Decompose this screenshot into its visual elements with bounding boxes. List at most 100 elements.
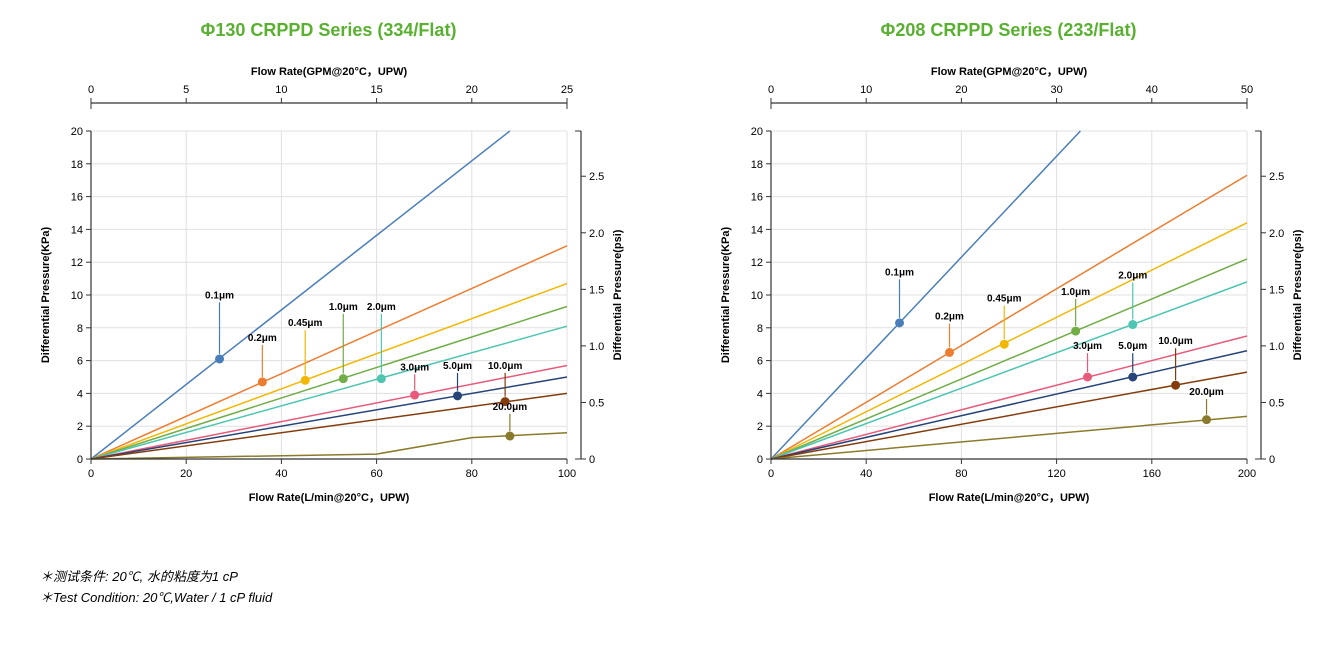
series-marker-2.0 — [376, 374, 385, 383]
chart-block: Φ208 CRPPD Series (233/Flat)0.1μm0.2μm0.… — [709, 20, 1309, 526]
svg-text:1.5: 1.5 — [589, 284, 604, 296]
svg-text:2.5: 2.5 — [1269, 171, 1284, 183]
svg-text:Flow Rate(L/min@20°C，UPW): Flow Rate(L/min@20°C，UPW) — [928, 492, 1089, 504]
svg-text:80: 80 — [955, 468, 967, 480]
series-label-10.0: 10.0μm — [487, 361, 522, 372]
svg-text:40: 40 — [1145, 84, 1157, 96]
svg-text:14: 14 — [750, 224, 762, 236]
svg-text:20: 20 — [180, 468, 192, 480]
svg-text:25: 25 — [560, 84, 572, 96]
svg-text:0: 0 — [87, 468, 93, 480]
svg-text:0.5: 0.5 — [589, 397, 604, 409]
svg-text:6: 6 — [76, 356, 82, 368]
series-label-5.0: 5.0μm — [1118, 341, 1147, 352]
svg-text:10: 10 — [750, 290, 762, 302]
svg-text:6: 6 — [756, 356, 762, 368]
series-label-1.0: 1.0μm — [1061, 287, 1090, 298]
series-label-2.0: 2.0μm — [366, 302, 395, 313]
svg-text:40: 40 — [275, 468, 287, 480]
svg-text:0: 0 — [1269, 454, 1275, 466]
series-label-0.2: 0.2μm — [247, 333, 276, 344]
series-marker-0.1 — [215, 354, 224, 363]
svg-text:0: 0 — [767, 84, 773, 96]
chart-svg: 0.1μm0.2μm0.45μm1.0μm2.0μm3.0μm5.0μm10.0… — [709, 61, 1309, 521]
svg-text:18: 18 — [750, 159, 762, 171]
svg-text:0: 0 — [589, 454, 595, 466]
series-label-0.45: 0.45μm — [986, 294, 1021, 305]
svg-text:16: 16 — [750, 192, 762, 204]
footnote-line: ＊Test Condition: 20℃,Water / 1 cP fluid — [40, 587, 1297, 606]
series-label-0.2: 0.2μm — [935, 312, 964, 323]
series-marker-3.0 — [410, 391, 419, 400]
series-marker-0.1 — [895, 318, 904, 327]
series-marker-1.0 — [1071, 327, 1080, 336]
svg-text:20: 20 — [955, 84, 967, 96]
svg-text:80: 80 — [465, 468, 477, 480]
series-label-0.45: 0.45μm — [287, 318, 322, 329]
svg-text:8: 8 — [756, 323, 762, 335]
svg-text:Flow Rate(L/min@20°C，UPW): Flow Rate(L/min@20°C，UPW) — [248, 492, 409, 504]
svg-text:10: 10 — [275, 84, 287, 96]
series-marker-2.0 — [1128, 320, 1137, 329]
svg-text:14: 14 — [70, 224, 82, 236]
svg-text:Differential Pressure(KPa): Differential Pressure(KPa) — [40, 227, 52, 364]
svg-text:1.5: 1.5 — [1269, 284, 1284, 296]
series-label-10.0: 10.0μm — [1158, 336, 1193, 347]
svg-text:20: 20 — [70, 126, 82, 138]
series-line-5.0 — [91, 377, 567, 459]
footnote-line: ＊测试条件: 20℃, 水的粘度为1 cP — [40, 566, 1297, 585]
footnotes: ＊测试条件: 20℃, 水的粘度为1 cP ＊Test Condition: 20… — [40, 566, 1297, 606]
svg-text:5: 5 — [183, 84, 189, 96]
svg-text:12: 12 — [750, 257, 762, 269]
svg-text:0: 0 — [767, 468, 773, 480]
svg-text:120: 120 — [1047, 468, 1065, 480]
chart-title: Φ208 CRPPD Series (233/Flat) — [709, 20, 1309, 41]
series-label-1.0: 1.0μm — [328, 302, 357, 313]
series-marker-20.0 — [505, 432, 514, 441]
svg-text:Differential Pressure(psi): Differential Pressure(psi) — [1292, 229, 1304, 360]
svg-text:40: 40 — [860, 468, 872, 480]
series-marker-0.45 — [300, 376, 309, 385]
series-marker-1.0 — [338, 374, 347, 383]
series-label-3.0: 3.0μm — [400, 362, 429, 373]
series-marker-5.0 — [1128, 373, 1137, 382]
svg-text:12: 12 — [70, 257, 82, 269]
series-label-3.0: 3.0μm — [1073, 341, 1102, 352]
svg-text:16: 16 — [70, 192, 82, 204]
series-marker-0.45 — [999, 340, 1008, 349]
svg-text:Flow Rate(GPM@20°C，UPW): Flow Rate(GPM@20°C，UPW) — [250, 66, 407, 78]
chart-block: Φ130 CRPPD Series (334/Flat)0.1μm0.2μm0.… — [29, 20, 629, 526]
svg-text:30: 30 — [1050, 84, 1062, 96]
chart-svg: 0.1μm0.2μm0.45μm1.0μm2.0μm3.0μm5.0μm10.0… — [29, 61, 629, 521]
series-marker-5.0 — [453, 391, 462, 400]
svg-text:Flow Rate(GPM@20°C，UPW): Flow Rate(GPM@20°C，UPW) — [930, 66, 1087, 78]
series-line-0.2 — [91, 246, 567, 459]
svg-text:20: 20 — [750, 126, 762, 138]
svg-text:0: 0 — [76, 454, 82, 466]
svg-text:200: 200 — [1237, 468, 1255, 480]
svg-text:18: 18 — [70, 159, 82, 171]
svg-text:2.0: 2.0 — [589, 228, 604, 240]
series-marker-0.2 — [257, 377, 266, 386]
series-line-0.2 — [771, 175, 1247, 459]
svg-text:10: 10 — [860, 84, 872, 96]
svg-text:50: 50 — [1240, 84, 1252, 96]
svg-text:160: 160 — [1142, 468, 1160, 480]
svg-text:2.5: 2.5 — [589, 171, 604, 183]
series-line-2.0 — [91, 326, 567, 459]
svg-text:10: 10 — [70, 290, 82, 302]
series-label-20.0: 20.0μm — [1189, 387, 1224, 398]
svg-text:0: 0 — [756, 454, 762, 466]
svg-text:1.0: 1.0 — [589, 341, 604, 353]
svg-text:2: 2 — [756, 421, 762, 433]
series-marker-20.0 — [1202, 415, 1211, 424]
series-marker-10.0 — [1171, 381, 1180, 390]
chart-title: Φ130 CRPPD Series (334/Flat) — [29, 20, 629, 41]
svg-text:4: 4 — [76, 388, 82, 400]
svg-text:100: 100 — [557, 468, 575, 480]
svg-text:8: 8 — [76, 323, 82, 335]
svg-text:1.0: 1.0 — [1269, 341, 1284, 353]
svg-text:0: 0 — [87, 84, 93, 96]
svg-text:4: 4 — [756, 388, 762, 400]
series-marker-0.2 — [945, 348, 954, 357]
